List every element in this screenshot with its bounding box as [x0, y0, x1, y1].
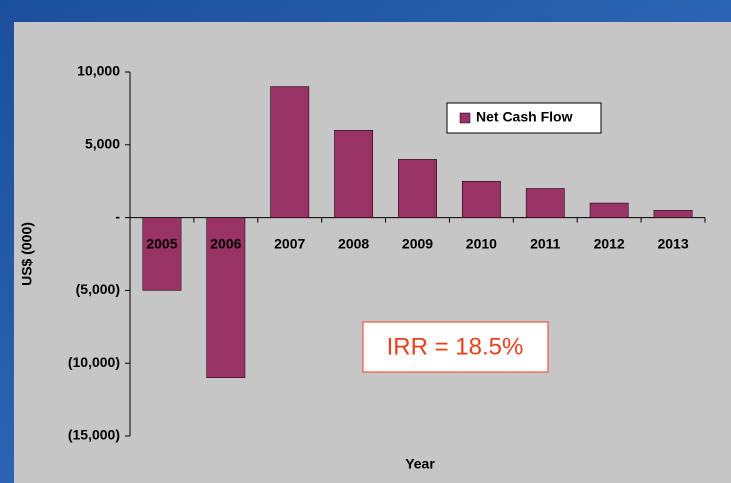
legend [446, 102, 602, 134]
legend-label: Net Cash Flow [476, 109, 573, 125]
y-tick-label: (10,000) [68, 354, 120, 370]
bar [334, 129, 374, 218]
y-axis-label: US$ (000) [19, 222, 35, 286]
bar [525, 188, 565, 218]
y-tick-label: 10,000 [77, 63, 120, 79]
x-tick-label: 2013 [657, 235, 688, 251]
bar [589, 202, 629, 218]
x-tick-label: 2011 [530, 235, 561, 251]
y-tick-label: (5,000) [76, 281, 120, 297]
y-tick-label: (15,000) [68, 427, 120, 443]
y-tick-label: 5,000 [85, 136, 120, 152]
x-tick-label: 2005 [146, 235, 177, 251]
y-tick-label: - [115, 208, 120, 224]
bar [270, 86, 310, 218]
panel [14, 22, 731, 483]
bar [142, 217, 182, 291]
x-tick-label: 2006 [210, 235, 241, 251]
x-tick-label: 2010 [466, 235, 497, 251]
annotation: IRR = 18.5% [387, 333, 524, 360]
legend-swatch [459, 112, 471, 124]
x-tick-label: 2007 [274, 235, 305, 251]
bar [398, 159, 437, 218]
x-tick-label: 2009 [402, 235, 433, 251]
bar [653, 210, 693, 218]
x-axis-label: Year [405, 456, 435, 472]
x-tick-label: 2012 [594, 235, 625, 251]
bar [206, 217, 246, 379]
x-tick-label: 2008 [338, 235, 369, 251]
annotation-box [362, 321, 549, 373]
bar [461, 180, 501, 218]
